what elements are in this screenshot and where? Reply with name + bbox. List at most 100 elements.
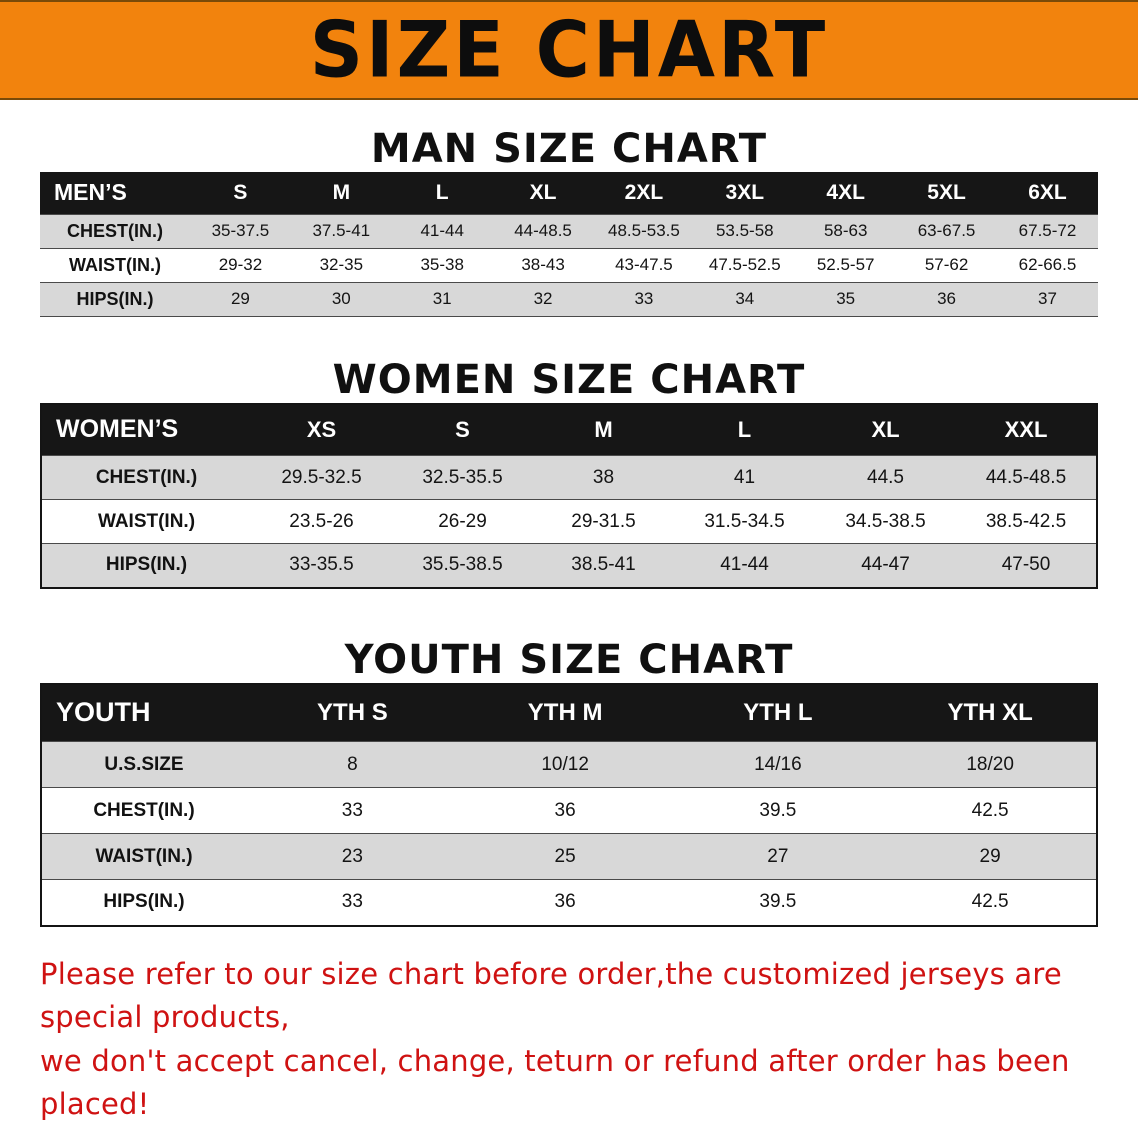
size-value-cell: 23 xyxy=(341,845,363,867)
man-section-heading: MAN SIZE CHART xyxy=(370,126,768,172)
size-value-cell: 35-38 xyxy=(420,255,464,274)
table-corner-label: YOUTH xyxy=(41,683,246,742)
order-policy-line-1: Please refer to our size chart before or… xyxy=(40,956,1062,1035)
row-label: CHEST(IN.) xyxy=(67,220,163,241)
row-label: CHEST(IN.) xyxy=(95,466,198,488)
row-label: WAIST(IN.) xyxy=(97,510,196,532)
table-row: HIPS(IN.) 33 36 39.5 42.5 xyxy=(41,879,1097,926)
size-value-cell: 37.5-41 xyxy=(312,221,371,240)
size-column-header: 5XL xyxy=(896,172,997,214)
table-header-row: YOUTH YTH S YTH M YTH L YTH XL xyxy=(41,683,1097,742)
size-value-cell: 32.5-35.5 xyxy=(422,466,503,488)
size-value-cell: 14/16 xyxy=(754,753,802,775)
size-value-cell: 39.5 xyxy=(759,799,797,821)
table-row: WAIST(IN.) 23 25 27 29 xyxy=(41,833,1097,880)
size-value-cell: 33 xyxy=(341,799,363,821)
size-column-header: M xyxy=(533,403,674,456)
order-policy-line-2: we don't accept cancel, change, teturn o… xyxy=(40,1043,1070,1122)
size-value-cell: 63-67.5 xyxy=(917,221,976,240)
size-value-cell: 58-63 xyxy=(823,221,868,240)
size-value-cell: 39.5 xyxy=(759,891,797,913)
youth-size-table: YOUTH YTH S YTH M YTH L YTH XL U.S.SIZE 8 10/12… xyxy=(40,682,1098,927)
size-value-cell: 53.5-58 xyxy=(715,221,774,240)
size-value-cell: 8 xyxy=(347,753,358,775)
row-label: U.S.SIZE xyxy=(104,753,184,775)
size-value-cell: 41-44 xyxy=(720,554,769,576)
size-value-cell: 52.5-57 xyxy=(816,255,875,274)
table-row: WAIST(IN.) 29-32 32-35 35-38 38-43 43-47.5 47.… xyxy=(40,248,1098,282)
size-value-cell: 41-44 xyxy=(420,221,464,240)
row-label: HIPS(IN.) xyxy=(76,288,154,309)
size-value-cell: 31.5-34.5 xyxy=(704,510,785,532)
size-column-header: YTH S xyxy=(246,683,459,742)
size-value-cell: 23.5-26 xyxy=(289,510,354,532)
table-row: CHEST(IN.) 33 36 39.5 42.5 xyxy=(41,787,1097,834)
size-value-cell: 37 xyxy=(1038,289,1057,308)
size-value-cell: 29 xyxy=(230,289,250,308)
banner-title: SIZE CHART xyxy=(309,4,829,96)
size-column-header: L xyxy=(674,403,815,456)
table-row: U.S.SIZE 8 10/12 14/16 18/20 xyxy=(41,741,1097,788)
size-value-cell: 33-35.5 xyxy=(289,554,354,576)
size-value-cell: 29-31.5 xyxy=(571,510,636,532)
size-value-cell: 33 xyxy=(341,891,363,913)
size-value-cell: 29.5-32.5 xyxy=(281,466,362,488)
size-value-cell: 42.5 xyxy=(971,891,1009,913)
size-column-header: YTH XL xyxy=(884,683,1097,742)
size-column-header: 3XL xyxy=(694,172,796,214)
size-value-cell: 35-37.5 xyxy=(211,221,270,240)
size-value-cell: 27 xyxy=(767,845,789,867)
size-column-header: XS xyxy=(251,403,392,456)
row-label: HIPS(IN.) xyxy=(103,891,185,913)
size-value-cell: 38.5-41 xyxy=(571,554,636,576)
size-value-cell: 18/20 xyxy=(966,753,1014,775)
size-value-cell: 10/12 xyxy=(541,753,589,775)
size-value-cell: 25 xyxy=(554,845,576,867)
size-value-cell: 48.5-53.5 xyxy=(608,221,680,240)
size-value-cell: 38-43 xyxy=(521,255,565,274)
table-corner-label: MEN’S xyxy=(40,172,190,214)
table-row: HIPS(IN.) 29 30 31 32 33 34 35 36 37 xyxy=(40,282,1098,316)
size-column-header: S xyxy=(392,403,533,456)
row-label: WAIST(IN.) xyxy=(69,254,161,275)
size-value-cell: 31 xyxy=(432,289,452,308)
table-row: CHEST(IN.) 35-37.5 37.5-41 41-44 44-48.5 48.5… xyxy=(40,214,1098,248)
size-value-cell: 44.5-48.5 xyxy=(985,466,1067,488)
size-column-header: 6XL xyxy=(997,172,1098,214)
women-section-heading: WOMEN SIZE CHART xyxy=(332,356,806,403)
table-row: WAIST(IN.) 23.5-26 26-29 29-31.5 31.5-34.5 34… xyxy=(41,499,1097,544)
size-value-cell: 34 xyxy=(735,289,755,308)
row-label: CHEST(IN.) xyxy=(93,799,195,821)
row-label: HIPS(IN.) xyxy=(105,554,188,576)
size-column-header: 4XL xyxy=(795,172,897,214)
table-row: HIPS(IN.) 33-35.5 35.5-38.5 38.5-41 41-44 44-… xyxy=(41,543,1097,588)
men-size-table: MEN’S S M L XL 2XL 3XL 4XL 5XL 6XL CHEST(IN.) 35-37… xyxy=(40,172,1098,317)
size-column-header: YTH M xyxy=(458,683,672,742)
size-value-cell: 67.5-72 xyxy=(1018,221,1077,240)
size-value-cell: 47-50 xyxy=(1001,554,1051,576)
size-column-header: YTH L xyxy=(671,683,885,742)
youth-section-heading: YOUTH SIZE CHART xyxy=(344,636,794,683)
size-value-cell: 26-29 xyxy=(438,510,487,532)
size-value-cell: 35.5-38.5 xyxy=(422,554,503,576)
size-column-header: S xyxy=(190,172,291,214)
size-value-cell: 38 xyxy=(592,466,615,488)
size-value-cell: 36 xyxy=(554,891,576,913)
table-row: CHEST(IN.) 29.5-32.5 32.5-35.5 38 41 44.5 44.5… xyxy=(41,455,1097,500)
size-column-header: XXL xyxy=(956,403,1097,456)
size-value-cell: 57-62 xyxy=(924,255,969,274)
size-value-cell: 32-35 xyxy=(319,255,364,274)
size-value-cell: 30 xyxy=(331,289,351,308)
size-value-cell: 44-48.5 xyxy=(514,221,572,240)
size-column-header: 2XL xyxy=(593,172,695,214)
size-value-cell: 32 xyxy=(533,289,553,308)
size-value-cell: 34.5-38.5 xyxy=(845,510,926,532)
size-chart-banner: SIZE CHART xyxy=(0,0,1138,100)
size-value-cell: 62-66.5 xyxy=(1018,255,1077,274)
size-column-header: XL xyxy=(492,172,594,214)
size-column-header: M xyxy=(290,172,392,214)
table-header-row: WOMEN’S XS S M L XL XXL xyxy=(41,403,1097,456)
order-policy-note: Please refer to our size chart before or… xyxy=(0,953,1138,1127)
size-value-cell: 29-32 xyxy=(218,255,263,274)
